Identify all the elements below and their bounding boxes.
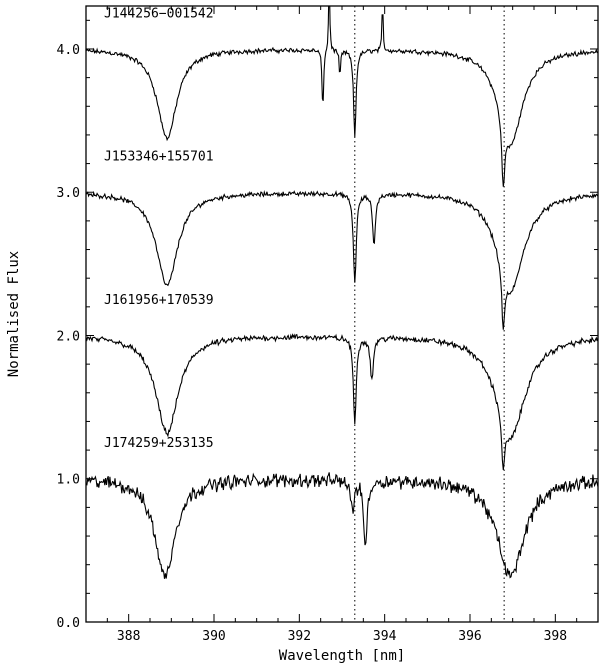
- x-axis-title: Wavelength [nm]: [279, 648, 405, 664]
- x-tick-label: 392: [288, 629, 311, 644]
- y-axis-title: Normalised Flux: [6, 251, 22, 377]
- x-tick-label: 396: [458, 629, 481, 644]
- x-tick-label: 388: [117, 629, 140, 644]
- spectrum-label: J161956+170539: [104, 293, 214, 308]
- x-tick-label: 398: [544, 629, 567, 644]
- x-tick-label: 390: [202, 629, 225, 644]
- spectrum-line-3: [86, 333, 598, 471]
- y-tick-label: 1.0: [57, 473, 80, 488]
- axis-ticks: [85, 6, 599, 623]
- reference-lines: [354, 6, 505, 622]
- spectrum-line-1: [86, 6, 598, 187]
- spectrum-line-2: [86, 189, 598, 330]
- spectrum-label: J153346+155701: [104, 150, 214, 165]
- spectrum-label: J144256−001542: [104, 6, 214, 21]
- y-tick-label: 2.0: [57, 329, 80, 344]
- spectrum-line-4: [86, 472, 598, 579]
- plot-frame: [85, 5, 599, 623]
- spectrum-label: J174259+253135: [104, 436, 214, 451]
- axis-tick-labels: 388 390 392 394 396 398 0.0 1.0 2.0 3.0 4.0: [57, 43, 568, 644]
- x-tick-label: 394: [373, 629, 397, 644]
- spectrum-labels: J144256−001542 J153346+155701 J161956+1705…: [104, 6, 214, 451]
- y-tick-label: 0.0: [57, 616, 80, 631]
- spectra-group: [86, 6, 598, 579]
- y-tick-label: 3.0: [57, 186, 80, 201]
- y-tick-label: 4.0: [57, 43, 80, 58]
